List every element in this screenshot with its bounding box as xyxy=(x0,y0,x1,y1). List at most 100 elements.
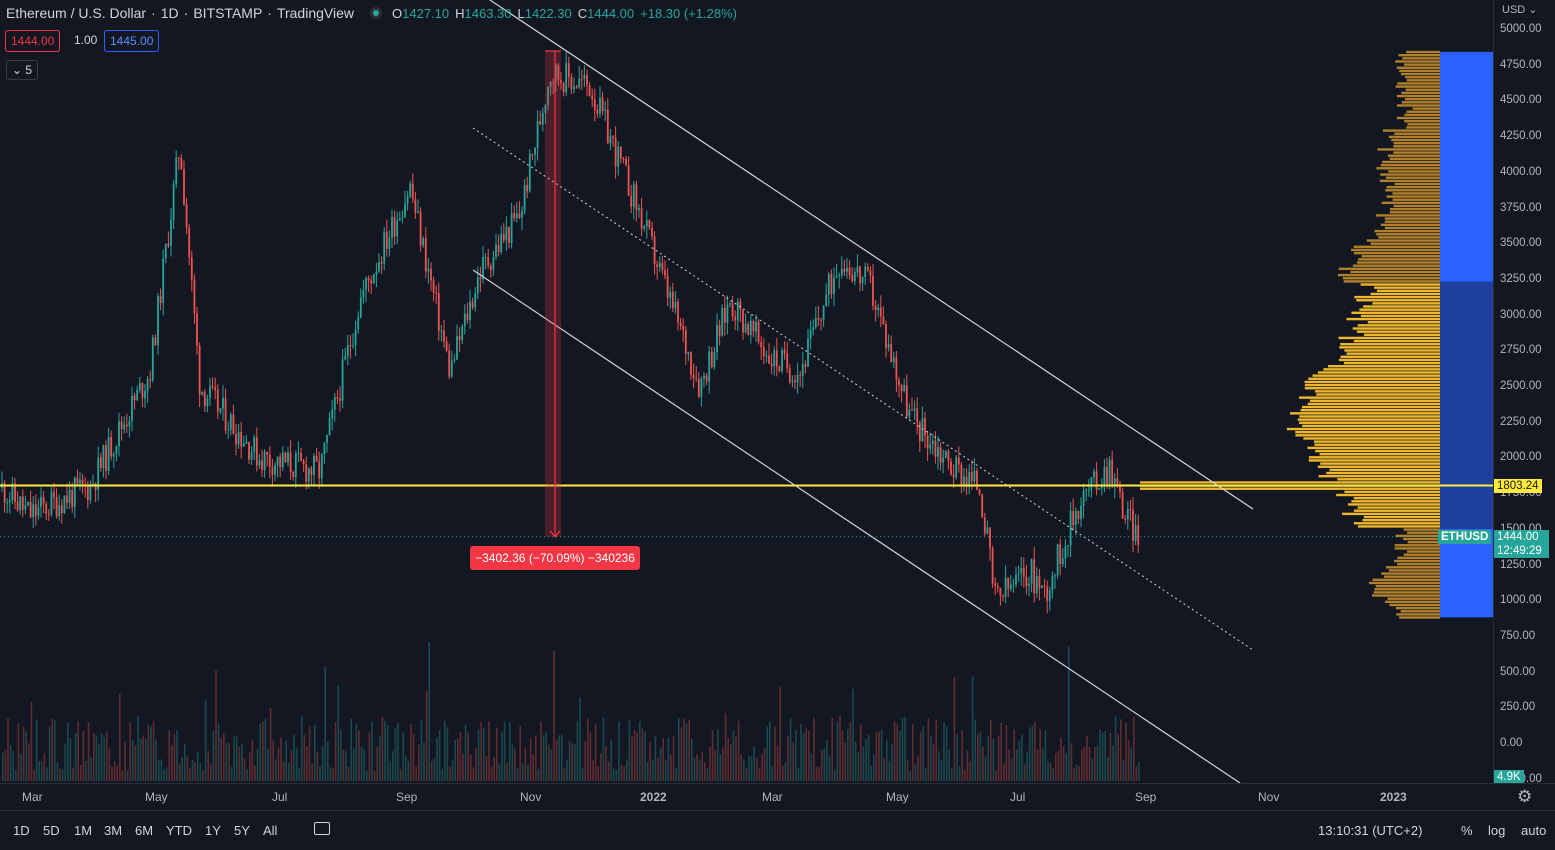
candle-body xyxy=(1093,471,1095,478)
volume-bar xyxy=(529,738,532,781)
clock-label[interactable]: 13:10:31 (UTC+2) xyxy=(1318,823,1423,838)
candle-body xyxy=(346,345,349,356)
candle-body xyxy=(947,451,950,462)
symbol-name[interactable]: Ethereum / U.S. Dollar xyxy=(6,5,147,21)
percent-scale-toggle[interactable]: % xyxy=(1461,823,1473,838)
timeframe-6m[interactable]: 6M xyxy=(135,823,154,838)
timeframe-1m[interactable]: 1M xyxy=(74,823,93,838)
candle-body xyxy=(983,517,986,534)
candle-body xyxy=(190,256,193,280)
volume-bar xyxy=(285,740,287,781)
candle-body xyxy=(716,325,718,353)
auto-scale-toggle[interactable]: auto xyxy=(1521,823,1547,838)
candle-body xyxy=(21,496,24,510)
volume-bar xyxy=(787,735,789,781)
profile-bar xyxy=(1372,302,1440,305)
candle-body xyxy=(463,313,466,327)
volume-bar xyxy=(467,732,469,781)
currency-selector[interactable]: USD ⌄ xyxy=(1502,4,1538,16)
volume-bar xyxy=(212,730,215,781)
price-axis[interactable] xyxy=(1493,0,1555,783)
log-scale-toggle[interactable]: log xyxy=(1488,823,1506,838)
price-chart[interactable] xyxy=(0,0,1493,783)
volume-bar xyxy=(600,753,602,781)
volume-bar xyxy=(54,719,56,781)
profile-bar xyxy=(1300,408,1440,412)
candle-body xyxy=(313,455,315,475)
time-axis[interactable] xyxy=(0,783,1555,811)
candle-body xyxy=(580,78,583,80)
candle-body xyxy=(799,375,802,377)
volume-bar xyxy=(457,738,459,781)
candle-body xyxy=(188,227,191,257)
market-status-icon[interactable] xyxy=(370,7,382,19)
volume-bar xyxy=(563,768,566,781)
price-tick-label: 2000.00 xyxy=(1500,451,1542,464)
volume-bar xyxy=(683,718,685,781)
volume-bar xyxy=(912,724,914,781)
sell-price-button[interactable]: 1444.00 xyxy=(5,30,61,52)
volume-bar xyxy=(238,746,241,781)
candle-body xyxy=(739,301,742,310)
candle-body xyxy=(887,343,890,348)
timeframe-5d[interactable]: 5D xyxy=(43,823,60,838)
timeframe-ytd[interactable]: YTD xyxy=(166,823,192,838)
timeframe-5y[interactable]: 5Y xyxy=(234,823,250,838)
volume-bar xyxy=(480,721,482,781)
volume-bar xyxy=(25,731,27,781)
volume-bar xyxy=(568,740,571,781)
profile-bar xyxy=(1404,119,1440,123)
volume-bar xyxy=(1096,745,1099,781)
gear-icon[interactable]: ⚙ xyxy=(1517,787,1533,806)
volume-bar xyxy=(943,722,945,781)
profile-bar xyxy=(1353,251,1440,255)
volume-bar xyxy=(269,707,272,781)
candle-body xyxy=(747,324,750,336)
candle-body xyxy=(752,321,755,332)
volume-bar xyxy=(215,670,217,781)
timeframe-3m[interactable]: 3M xyxy=(104,823,123,838)
candle-body xyxy=(242,443,245,447)
candle-body xyxy=(349,345,352,347)
profile-bar xyxy=(1343,361,1440,365)
volume-bar xyxy=(779,686,781,781)
candle-body xyxy=(469,301,471,321)
volume-tag: 4.9K xyxy=(1494,770,1524,784)
candle-body xyxy=(437,292,440,331)
volume-bar xyxy=(347,766,350,781)
measure-result-label[interactable]: −3402.36 (−70.09%) −340236 xyxy=(470,546,640,570)
profile-bar xyxy=(1302,424,1440,428)
candle-body xyxy=(94,483,97,490)
volume-bar xyxy=(618,721,620,781)
volume-bar xyxy=(1094,747,1096,781)
volume-bar xyxy=(254,765,256,781)
volume-bar xyxy=(896,724,898,781)
volume-bar xyxy=(665,760,667,781)
volume-bar xyxy=(22,726,25,781)
volume-bar xyxy=(150,726,152,781)
candle-body xyxy=(11,483,14,501)
volume-bar xyxy=(990,720,992,781)
volume-bar xyxy=(262,721,264,781)
volume-bar xyxy=(641,728,644,781)
volume-bar xyxy=(1109,732,1112,781)
candle-body xyxy=(963,476,965,487)
candle-body xyxy=(695,377,698,379)
timeframe-all[interactable]: All xyxy=(263,823,278,838)
candle-body xyxy=(86,485,89,501)
volume-bar xyxy=(537,768,540,781)
buy-price-button[interactable]: 1445.00 xyxy=(104,30,160,52)
calendar-range-icon[interactable] xyxy=(314,822,330,835)
interval-label[interactable]: 1D xyxy=(160,5,179,21)
volume-bar xyxy=(431,761,433,781)
volume-bar xyxy=(740,754,742,781)
timeframe-1d[interactable]: 1D xyxy=(13,823,30,838)
candle-body xyxy=(375,271,378,275)
price-tick-label: 250.00 xyxy=(1500,701,1536,714)
timeframe-1y[interactable]: 1Y xyxy=(205,823,221,838)
level-price-tag: 1803.24 xyxy=(1494,479,1542,493)
volume-bar xyxy=(56,762,59,781)
indicators-toggle[interactable]: ⌄ 5 xyxy=(6,60,38,80)
volume-bar xyxy=(737,720,740,781)
candle-body xyxy=(500,233,503,252)
